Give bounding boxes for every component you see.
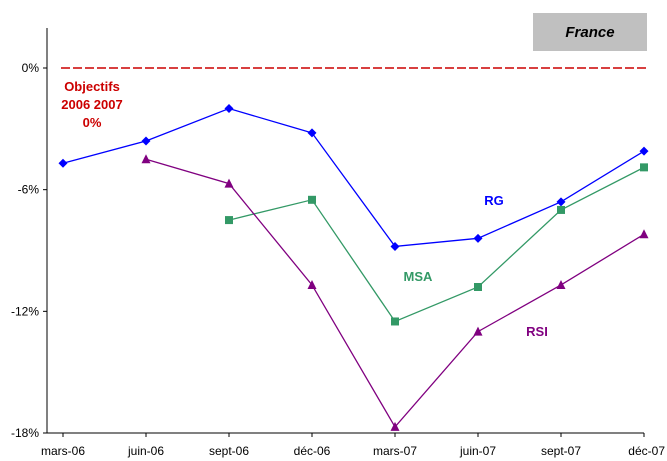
data-point xyxy=(639,146,649,156)
x-tick-label: juin-07 xyxy=(459,444,496,458)
region-title: France xyxy=(533,13,647,51)
objective-label-line: Objectifs xyxy=(64,79,120,94)
objective-label-line: 2006 2007 xyxy=(61,97,122,112)
data-point xyxy=(141,136,151,146)
x-tick-label: déc-07 xyxy=(628,444,665,458)
x-tick-label: sept-07 xyxy=(541,444,581,458)
series-line-rsi xyxy=(145,158,645,429)
series-line-rg xyxy=(62,107,645,248)
data-point xyxy=(224,178,234,188)
objective-label-line: 0% xyxy=(83,115,102,130)
objective-line-group: Objectifs 2006 2007 0% xyxy=(61,67,648,130)
data-point xyxy=(307,279,317,289)
data-point xyxy=(390,241,400,251)
data-point xyxy=(141,154,151,164)
y-tick-label: -6% xyxy=(18,183,40,197)
series-label-msa: MSA xyxy=(404,269,434,284)
series-rsi xyxy=(141,154,649,431)
data-point xyxy=(556,279,566,289)
series-label-rsi: RSI xyxy=(526,324,548,339)
series-msa xyxy=(225,163,648,326)
data-point xyxy=(225,216,233,225)
data-point xyxy=(640,163,648,172)
data-point xyxy=(556,197,566,207)
x-tick-label: déc-06 xyxy=(294,444,331,458)
data-point xyxy=(308,195,316,204)
data-point xyxy=(639,229,649,239)
data-point xyxy=(473,326,483,336)
y-tick-label: 0% xyxy=(22,61,40,75)
x-tick-label: mars-07 xyxy=(373,444,417,458)
x-tick-label: sept-06 xyxy=(209,444,249,458)
data-point xyxy=(307,128,317,138)
series-rg xyxy=(58,104,649,251)
series-group xyxy=(58,104,649,431)
labels-group: RG MSA RSI xyxy=(404,193,548,339)
data-point xyxy=(224,104,234,114)
y-tick-label: -12% xyxy=(11,304,39,318)
data-point xyxy=(391,317,399,326)
series-label-rg: RG xyxy=(484,193,504,208)
x-tick-label: juin-06 xyxy=(127,444,164,458)
data-point xyxy=(58,158,68,168)
axes: 0% -6% -12% -18%mars-06 juin-06 sept-06 déc-06… xyxy=(11,28,665,458)
data-point xyxy=(474,283,482,291)
data-point xyxy=(473,233,483,243)
data-point xyxy=(390,421,400,431)
series-line-msa xyxy=(228,166,645,323)
y-tick-label: -18% xyxy=(11,426,39,440)
data-point xyxy=(557,205,565,214)
x-tick-label: mars-06 xyxy=(41,444,85,458)
